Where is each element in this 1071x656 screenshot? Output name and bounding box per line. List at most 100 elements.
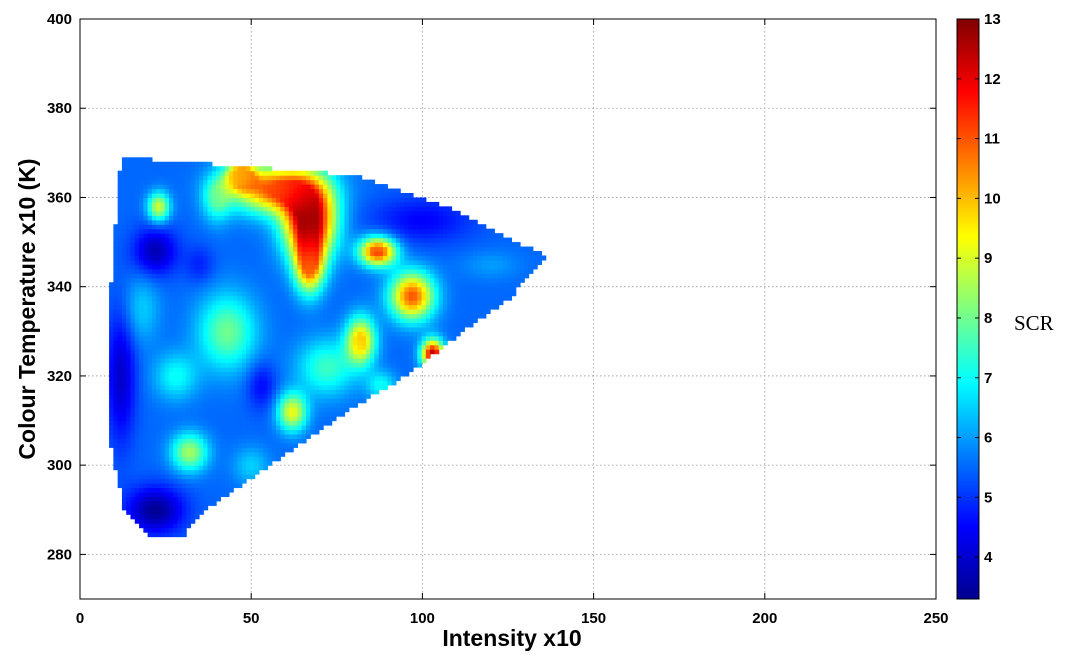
heatmap-cell [276,309,281,315]
heatmap-cell [237,389,243,395]
heatmap-cell [310,184,316,190]
heatmap-cell [438,251,444,257]
heatmap-cell [246,465,251,471]
heatmap-cell [314,224,320,230]
heatmap-cell [194,251,200,257]
heatmap-cell [211,184,217,190]
heatmap-cell [305,206,311,212]
heatmap-cell [177,478,183,484]
heatmap-cell [216,233,221,239]
heatmap-cell [181,286,187,292]
heatmap-cell [421,322,427,328]
heatmap-cell [241,380,247,386]
heatmap-cell [408,219,414,225]
heatmap-cell [220,237,226,243]
heatmap-cell [139,438,144,444]
heatmap-cell [224,442,230,448]
heatmap-cell [147,277,153,283]
heatmap-cell [186,300,192,306]
heatmap-cell [357,246,363,252]
heatmap-cell [113,353,119,359]
heatmap-cell [340,184,346,190]
heatmap-cell [241,416,247,422]
heatmap-cell [147,433,153,439]
heatmap-cell [383,331,388,337]
heatmap-cell [310,259,316,265]
heatmap-cell [181,393,187,399]
heatmap-cell [327,344,333,350]
heatmap-cell [357,295,363,301]
heatmap-cell [241,210,247,216]
heatmap-cell [250,166,256,172]
heatmap-cell [190,340,196,346]
heatmap-cell [113,273,119,279]
heatmap-cell [293,255,299,261]
heatmap-cell [404,210,410,216]
heatmap-cell [254,210,260,216]
heatmap-cell [151,233,157,239]
heatmap-cell [288,170,294,176]
heatmap-cell [134,514,140,520]
heatmap-cell [271,255,277,261]
heatmap-cell [378,188,384,194]
heatmap-cell [293,380,299,386]
heatmap-cell [391,255,397,261]
heatmap-cell [246,170,251,176]
heatmap-cell [335,331,341,337]
heatmap-cell [169,317,174,323]
heatmap-cell [305,286,311,292]
heatmap-cell [190,438,196,444]
heatmap-cell [121,500,127,506]
heatmap-cell [348,246,354,252]
heatmap-cell [387,326,393,332]
heatmap-cell [173,402,179,408]
heatmap-cell [353,304,358,310]
heatmap-cell [181,505,187,511]
heatmap-cell [147,532,153,538]
heatmap-cell [353,210,358,216]
heatmap-cell [310,313,316,319]
heatmap-cell [109,371,114,377]
heatmap-cell [258,411,264,417]
heatmap-cell [139,375,144,381]
heatmap-cell [181,197,187,203]
heatmap-cell [293,317,299,323]
heatmap-cell [425,206,431,212]
heatmap-cell [207,304,213,310]
heatmap-cell [340,313,346,319]
heatmap-cell [318,264,324,270]
heatmap-cell [216,215,221,221]
heatmap-cell [203,309,209,315]
heatmap-cell [207,201,213,207]
heatmap-cell [211,425,217,431]
heatmap-cell [241,433,247,439]
heatmap-cell [194,367,200,373]
heatmap-cell [220,384,226,390]
heatmap-cell [404,291,410,297]
heatmap-cell [348,197,354,203]
heatmap-cell [378,380,384,386]
heatmap-cell [207,300,213,306]
heatmap-cell [263,282,269,288]
heatmap-cell [203,429,209,435]
heatmap-cell [340,219,346,225]
heatmap-cell [181,487,187,493]
heatmap-cell [139,228,144,234]
heatmap-cell [194,259,200,265]
heatmap-cell [241,313,247,319]
heatmap-cell [353,197,358,203]
heatmap-cell [164,358,170,364]
heatmap-cell [297,201,303,207]
heatmap-cell [143,335,149,341]
heatmap-cell [267,233,273,239]
heatmap-cell [395,242,401,248]
heatmap-cell [156,460,162,466]
heatmap-cell [207,184,213,190]
heatmap-cell [348,282,354,288]
heatmap-cell [284,309,290,315]
heatmap-cell [160,353,166,359]
heatmap-cell [160,304,166,310]
heatmap-cell [374,331,380,337]
heatmap-cell [348,277,354,283]
heatmap-cell [310,402,316,408]
